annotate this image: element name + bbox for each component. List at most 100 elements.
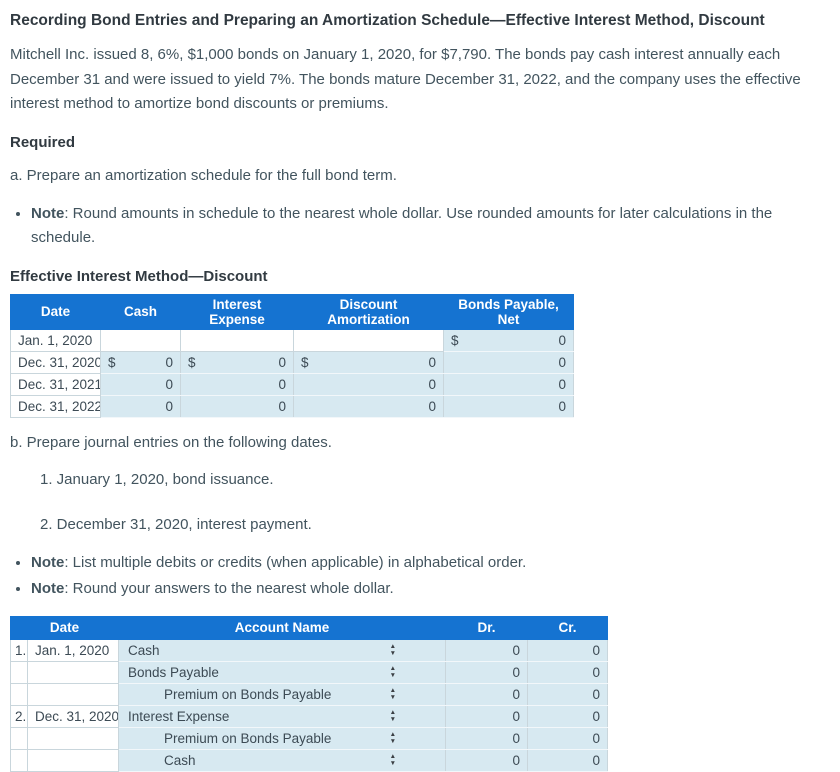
date-cell: Jan. 1, 2020 [26,638,120,662]
required-heading: Required [10,133,76,151]
discount-amortization-cell[interactable]: 0 [293,394,444,418]
interest-expense-cell[interactable]: 0 [180,394,294,418]
date-cell [26,748,120,772]
select-arrows-icon: ▲ ▼ [389,687,397,701]
note-label: Note [31,580,65,597]
note-item: Note: Round your answers to the nearest … [31,577,827,602]
account-select[interactable]: Cash ▲ ▼ [118,638,447,662]
bonds-payable-net-cell[interactable]: 0 [443,372,574,396]
select-arrows-icon: ▲ ▼ [389,753,397,767]
part-b-instruction: b. Prepare journal entries on the follow… [10,433,332,451]
date-cell [26,726,120,750]
discount-amortization-cell[interactable]: $0 [293,350,444,374]
amortization-row: Dec. 31, 2021 0 0 0 0 [10,372,574,396]
intro-paragraph: Mitchell Inc. issued 8, 6%, $1,000 bonds… [10,46,801,112]
column-header-discount-amortization: Discount Amortization [293,293,444,330]
column-header-cash: Cash [100,293,181,330]
cell-value: 0 [428,354,436,370]
account-name-label: Premium on Bonds Payable [164,730,332,746]
select-arrows-icon: ▲ ▼ [389,665,397,679]
journal-header-row: Date Account Name Dr. Cr. [9,615,609,640]
date-cell: Dec. 31, 2020 [10,350,101,374]
cr-cell[interactable]: 0 [527,660,609,684]
date-cell: Jan. 1, 2020 [10,328,101,352]
select-arrows-icon: ▲ ▼ [389,709,397,723]
cr-cell[interactable]: 0 [527,748,609,772]
account-select[interactable]: Premium on Bonds Payable ▲ ▼ [118,682,447,706]
column-header-date: Date [9,615,120,640]
select-arrows-icon: ▲ ▼ [389,643,397,657]
amortization-row: Jan. 1, 2020 $0 [10,328,574,352]
note-item: Note: Round amounts in schedule to the n… [31,202,827,251]
currency-symbol: $ [301,354,309,370]
account-select[interactable]: Bonds Payable ▲ ▼ [118,660,447,684]
note-item: Note: List multiple debits or credits (w… [31,551,827,576]
cr-cell[interactable]: 0 [527,704,609,728]
part-b-sub-items: 1. January 1, 2020, bond issuance. 2. De… [40,468,828,537]
journal-date-item-1: 1. January 1, 2020, bond issuance. [40,470,274,488]
cr-cell[interactable]: 0 [527,638,609,662]
amortization-row: Dec. 31, 2020 $0 $0 $0 0 [10,350,574,374]
column-header-bonds-payable-net: Bonds Payable, Net [443,293,574,330]
account-select[interactable]: Interest Expense ▲ ▼ [118,704,447,728]
journal-row: Premium on Bonds Payable ▲ ▼ 0 0 [10,726,609,750]
dr-cell[interactable]: 0 [445,660,529,684]
dr-cell[interactable]: 0 [445,704,529,728]
column-header-cr: Cr. [527,615,609,640]
journal-table: Date Account Name Dr. Cr. 1. Jan. 1, 202… [9,615,609,772]
account-name-label: Cash [128,642,160,658]
row-number-cell [10,682,28,706]
interest-expense-cell[interactable]: 0 [180,372,294,396]
cash-cell[interactable]: 0 [100,394,181,418]
date-cell: Dec. 31, 2022 [10,394,101,418]
account-name-label: Interest Expense [128,708,230,724]
dr-cell[interactable]: 0 [445,726,529,750]
schedule-heading: Effective Interest Method—Discount [10,267,268,285]
bonds-payable-net-cell[interactable]: $0 [443,328,574,352]
bonds-payable-net-cell[interactable]: 0 [443,350,574,374]
amortization-header-row: Date Cash Interest Expense Discount Amor… [10,293,574,330]
date-cell: Dec. 31, 2020 [26,704,120,728]
cash-cell[interactable]: $0 [100,350,181,374]
note-label: Note [31,553,65,571]
dr-cell[interactable]: 0 [445,748,529,772]
account-select[interactable]: Premium on Bonds Payable ▲ ▼ [118,726,447,750]
journal-row: 1. Jan. 1, 2020 Cash ▲ ▼ 0 0 [10,638,609,662]
date-cell [26,682,120,706]
note-list-b: Note: List multiple debits or credits (w… [10,551,828,602]
part-a-instruction: a. Prepare an amortization schedule for … [10,166,397,184]
interest-expense-cell-empty [180,328,294,352]
row-number-cell: 2. [10,704,28,728]
dr-cell[interactable]: 0 [445,638,529,662]
page-title: Recording Bond Entries and Preparing an … [10,12,765,29]
amortization-table: Date Cash Interest Expense Discount Amor… [10,293,574,418]
journal-row: Premium on Bonds Payable ▲ ▼ 0 0 [10,682,609,706]
account-name-label: Bonds Payable [128,664,219,680]
note-list-a: Note: Round amounts in schedule to the n… [10,202,828,251]
currency-symbol: $ [451,332,459,348]
journal-date-item-2: 2. December 31, 2020, interest payment. [40,515,312,533]
discount-amortization-cell-empty [293,328,444,352]
row-number-cell: 1. [10,638,28,662]
note-text: : List multiple debits or credits (when … [64,553,527,571]
amortization-row: Dec. 31, 2022 0 0 0 0 [10,394,574,418]
cash-cell[interactable]: 0 [100,372,181,396]
bonds-payable-net-cell[interactable]: 0 [443,394,574,418]
cr-cell[interactable]: 0 [527,682,609,706]
date-cell: Dec. 31, 2021 [10,372,101,396]
currency-symbol: $ [188,354,196,370]
column-header-date: Date [10,293,101,330]
select-arrows-icon: ▲ ▼ [389,731,397,745]
cr-cell[interactable]: 0 [527,726,609,750]
column-header-dr: Dr. [445,615,529,640]
note-text: : Round amounts in schedule to the neare… [31,204,773,247]
account-select[interactable]: Cash ▲ ▼ [118,748,447,772]
discount-amortization-cell[interactable]: 0 [293,372,444,396]
journal-row: Cash ▲ ▼ 0 0 [10,748,609,772]
dr-cell[interactable]: 0 [445,682,529,706]
cell-value: 0 [165,354,173,370]
cash-cell-empty [100,328,181,352]
cell-value: 0 [558,332,566,348]
interest-expense-cell[interactable]: $0 [180,350,294,374]
